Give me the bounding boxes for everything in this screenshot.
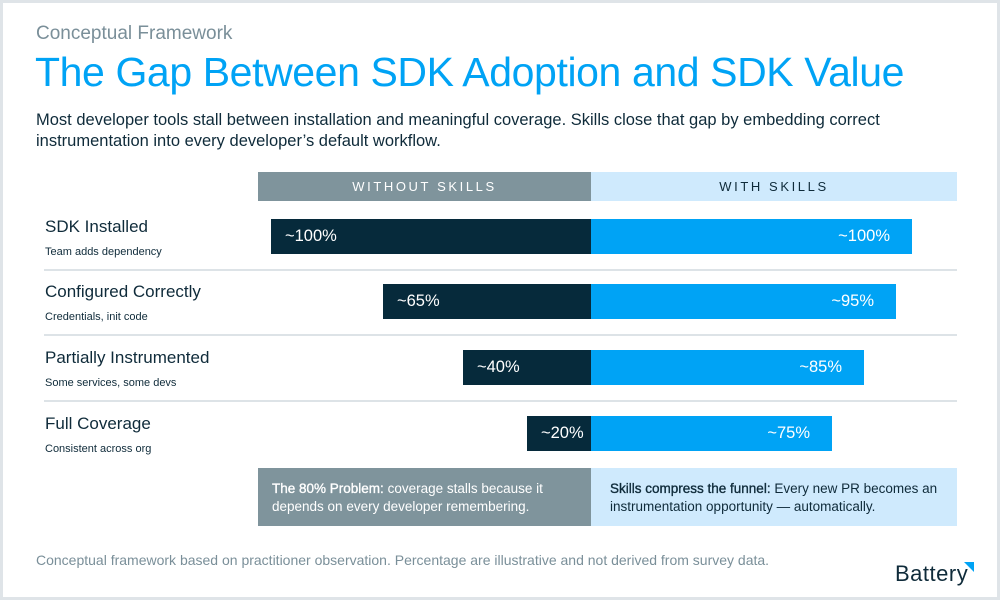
callout-with-skills: Skills compress the funnel: Every new PR… [591, 468, 957, 526]
bar-without-skills: ~20% [527, 416, 591, 451]
battery-logo: Battery [895, 561, 969, 586]
bar-with-skills: ~85% [591, 350, 864, 385]
corner-triangle-icon [964, 562, 974, 572]
row-label: SDK Installed [45, 217, 148, 236]
eyebrow-label: Conceptual Framework [36, 23, 233, 44]
row-label: Partially Instrumented [45, 348, 210, 367]
column-header-with-skills: WITH SKILLS [591, 172, 957, 201]
bar-with-skills: ~75% [591, 416, 832, 451]
infographic-card: Conceptual Framework The Gap Between SDK… [3, 3, 997, 597]
row-label: Configured Correctly [45, 282, 201, 301]
page-title: The Gap Between SDK Adoption and SDK Val… [35, 49, 905, 95]
subtitle: Most developer tools stall between insta… [36, 111, 880, 150]
bar-with-skills: ~95% [591, 284, 896, 319]
bar-value-label: ~100% [838, 227, 890, 245]
row-label: Full Coverage [45, 414, 151, 433]
bar-without-skills: ~65% [383, 284, 591, 319]
row-description: Credentials, init code [45, 311, 148, 323]
bar-with-skills: ~100% [591, 219, 912, 254]
row-divider [44, 400, 957, 402]
bar-value-label: ~100% [285, 227, 337, 245]
row-description: Some services, some devs [45, 377, 177, 389]
column-header-without-skills: WITHOUT SKILLS [258, 172, 591, 201]
row-divider [44, 334, 957, 336]
bar-value-label: ~40% [477, 358, 520, 376]
bar-without-skills: ~100% [271, 219, 591, 254]
callout-with-text: Every new PR becomes an instrumentation … [610, 481, 938, 514]
bar-value-label: ~20% [541, 424, 584, 442]
row-divider [44, 269, 957, 271]
callout-without-bold: The 80% Problem: [272, 481, 384, 496]
bar-value-label: ~75% [767, 424, 810, 442]
row-description: Team adds dependency [45, 246, 162, 258]
bar-value-label: ~85% [799, 358, 842, 376]
callout-without-skills: The 80% Problem: coverage stalls because… [258, 468, 591, 526]
callout-with-bold: Skills compress the funnel: [610, 481, 771, 496]
row-description: Consistent across org [45, 443, 152, 455]
callout-without-text: coverage stalls because it depends on ev… [272, 481, 543, 514]
footnote: Conceptual framework based on practition… [36, 552, 770, 568]
bar-value-label: ~95% [831, 292, 874, 310]
bar-without-skills: ~40% [463, 350, 591, 385]
bar-value-label: ~65% [397, 292, 440, 310]
